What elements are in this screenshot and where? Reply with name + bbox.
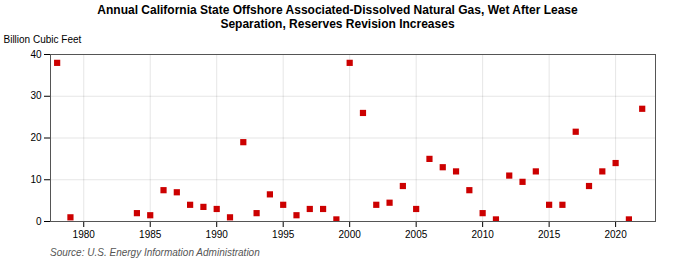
html-text:Source: U.S. Energy Informatio: Source: U.S. Energy Information Administ…: [50, 246, 260, 258]
svg-text:1985: 1985: [139, 228, 162, 239]
svg-text:2005: 2005: [405, 228, 428, 239]
html-text:Annual California State Offsho: Annual California State Offshore Associa…: [97, 3, 578, 32]
svg-text:0: 0: [36, 215, 42, 226]
svg-text:2000: 2000: [339, 228, 362, 239]
svg-text:1995: 1995: [272, 228, 295, 239]
svg-text:Billion Cubic Feet: Billion Cubic Feet: [4, 33, 82, 44]
svg-text:10: 10: [30, 174, 42, 185]
svg-text:20: 20: [30, 132, 42, 143]
svg-text:2015: 2015: [538, 228, 561, 239]
svg-text:2020: 2020: [604, 228, 627, 239]
svg-text:2010: 2010: [472, 228, 495, 239]
svg-text:30: 30: [30, 90, 42, 101]
svg-text:40: 40: [30, 48, 42, 59]
svg-text:1980: 1980: [73, 228, 96, 239]
svg-text:1990: 1990: [206, 228, 229, 239]
